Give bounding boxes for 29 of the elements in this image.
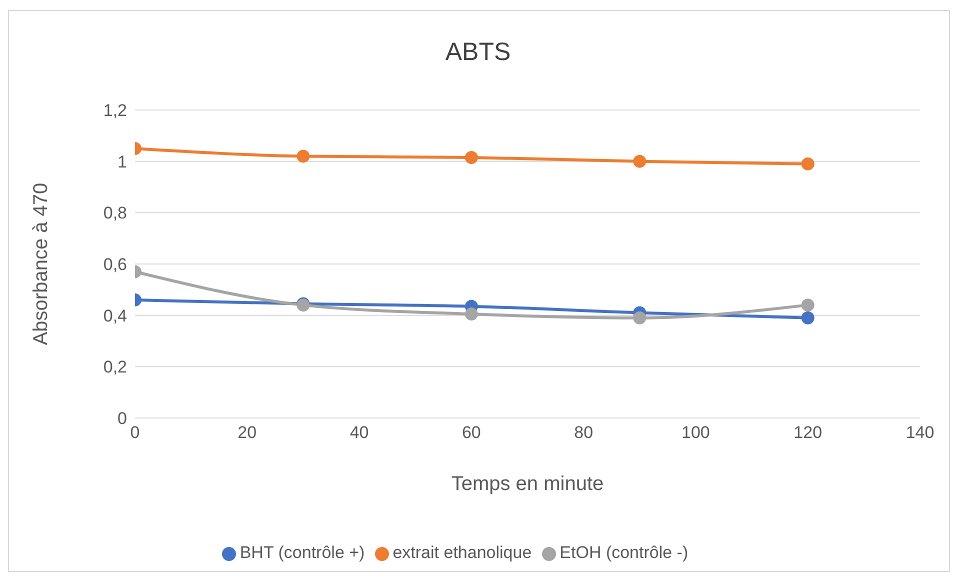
y-tick-label: 1 [118, 152, 127, 172]
x-tick-label: 40 [350, 423, 369, 442]
legend-label: EtOH (contrôle -) [560, 543, 688, 562]
point [464, 150, 478, 164]
x-tick-label: 120 [794, 423, 822, 442]
x-tick-label: 100 [682, 423, 710, 442]
point [801, 311, 814, 324]
y-tick-label: 0,2 [103, 358, 127, 377]
legend-label: extrait ethanolique [392, 543, 532, 562]
x-tick-label: 80 [574, 423, 594, 442]
point [464, 308, 478, 321]
x-axis-title: Temps en minute [451, 473, 604, 496]
x-tick-label: 20 [238, 423, 257, 442]
y-tick-label: 0,6 [103, 255, 127, 274]
y-tick-label: 0 [118, 409, 127, 428]
x-tick-label: 140 [906, 423, 934, 442]
x-tick-label: 0 [130, 423, 140, 442]
chart-title: ABTS [444, 38, 512, 67]
x-tick-label: 60 [462, 423, 481, 442]
y-tick-label: 0,4 [103, 306, 127, 326]
point [801, 298, 814, 312]
y-tick-label: 1,2 [103, 101, 127, 120]
point [296, 150, 310, 163]
point [633, 154, 646, 168]
legend-label: BHT (contrôle +) [240, 543, 365, 562]
point [801, 157, 814, 170]
point [633, 311, 646, 324]
y-tick-label: 0,8 [103, 204, 127, 223]
y-axis-title: Absorbance à 470 [30, 182, 52, 346]
